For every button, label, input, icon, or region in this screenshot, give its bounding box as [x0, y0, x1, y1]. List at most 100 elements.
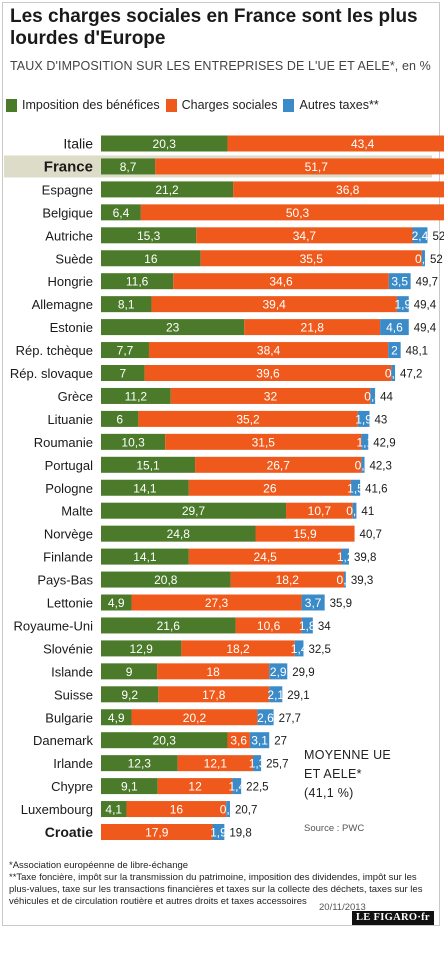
bar-profits-suisse [101, 686, 159, 703]
legend-label-social: Charges sociales [181, 98, 278, 112]
data-label-social-espagne: 36,8 [336, 183, 360, 197]
legend-swatch-other [283, 98, 295, 112]
bar-profits-rep-tcheque [101, 342, 149, 359]
bar-profits-pays-bas [101, 571, 231, 588]
category-label-finlande: Finlande [43, 550, 93, 565]
legend-item-social: Charges sociales [165, 98, 278, 112]
bar-other-islande [269, 663, 288, 680]
total-label-roumanie: 42,9 [373, 437, 395, 449]
bar-other-chypre [232, 778, 242, 795]
category-label-luxembourg: Luxembourg [21, 802, 93, 817]
bar-profits-luxembourg [101, 801, 127, 818]
bar-other-croatie [212, 824, 225, 840]
total-label-autriche: 52,4 [432, 231, 444, 243]
bar-other-bulgarie [257, 709, 274, 726]
total-label-norvege: 40,7 [360, 529, 382, 541]
category-label-autriche: Autriche [45, 228, 93, 243]
total-label-lituanie: 43 [375, 414, 388, 426]
bar-profits-lituanie [101, 410, 139, 427]
bar-profits-danemark [101, 732, 228, 749]
bar-social-rep-slovaque [144, 365, 392, 381]
data-label-profits-france: 8,7 [120, 160, 137, 174]
bar-profits-allemagne [101, 296, 152, 313]
bar-social-belgique [140, 204, 444, 221]
data-label-profits-grece: 11,2 [125, 389, 148, 403]
bar-other-allemagne [396, 296, 409, 313]
data-label-other-rep-tcheque: 2 [391, 344, 398, 358]
total-label-hongrie: 49,7 [416, 277, 438, 289]
data-label-other-pologne: 1,5 [347, 481, 364, 495]
bar-other-rep-slovaque [391, 365, 396, 381]
data-label-social-islande: 18 [206, 665, 220, 679]
data-label-social-pologne: 26 [263, 481, 277, 495]
total-label-rep-slovaque: 47,2 [400, 369, 422, 381]
data-label-other-croatie: 1,9 [210, 826, 227, 840]
bar-other-roumanie [361, 433, 369, 450]
data-label-social-croatie: 17,9 [145, 826, 169, 840]
bar-profits-bulgarie [101, 709, 132, 726]
data-label-social-danemark: 3,6 [230, 734, 247, 748]
data-label-social-allemagne: 39,4 [263, 298, 287, 312]
data-label-profits-bulgarie: 4,9 [108, 711, 125, 725]
bar-social-suisse [158, 686, 270, 703]
bar-profits-lettonie [101, 594, 132, 611]
bar-social-pays-bas [230, 571, 344, 588]
bar-other-suede [421, 250, 425, 267]
chart-subtitle: TAUX D'IMPOSITION SUR LES ENTREPRISES DE… [10, 59, 431, 73]
data-label-social-slovenie: 18,2 [226, 642, 250, 656]
data-label-social-luxembourg: 16 [170, 803, 184, 817]
bar-profits-estonie [101, 319, 245, 336]
data-label-other-finlande: 1,2 [337, 550, 354, 564]
category-label-france: France [44, 158, 93, 175]
bar-profits-finlande [101, 548, 189, 565]
bar-social-finlande [188, 548, 342, 565]
category-label-allemagne: Allemagne [32, 297, 93, 312]
category-label-belgique: Belgique [42, 205, 93, 220]
data-label-social-estonie: 21,8 [301, 321, 325, 335]
bar-social-grece [170, 387, 371, 404]
bar-social-france [155, 158, 444, 175]
data-label-profits-rep-slovaque: 7 [119, 367, 126, 381]
footnote-other-taxes: **Taxe foncière, impôt sur la transmissi… [9, 872, 423, 907]
bar-social-espagne [233, 181, 444, 198]
total-label-croatie: 19,8 [229, 828, 251, 840]
data-label-profits-hongrie: 11,6 [126, 275, 149, 289]
category-label-norvege: Norvège [44, 527, 93, 542]
bar-social-suede [200, 250, 422, 267]
data-label-social-royaume-uni: 10,6 [257, 619, 281, 633]
bar-social-danemark [227, 732, 250, 749]
data-label-profits-chypre: 9,1 [121, 780, 138, 794]
bar-social-croatie [101, 824, 213, 840]
category-label-espagne: Espagne [42, 182, 93, 197]
data-label-social-rep-slovaque: 39,6 [256, 367, 280, 381]
category-label-hongrie: Hongrie [47, 274, 93, 289]
legend-swatch-profits [6, 98, 17, 112]
data-label-other-rep-slovaque: 0,6 [385, 367, 402, 381]
footnote-efta: *Association européenne de libre-échange [9, 860, 189, 871]
data-label-profits-pologne: 14,1 [133, 481, 157, 495]
data-label-profits-espagne: 21,2 [155, 183, 179, 197]
bar-social-portugal [195, 456, 362, 473]
data-label-other-chypre: 1,4 [228, 780, 245, 794]
data-label-other-pays-bas: 0,3 [337, 573, 354, 587]
bar-profits-norvege [101, 525, 256, 542]
bar-social-rep-tcheque [148, 342, 389, 359]
bar-other-pays-bas [343, 571, 346, 588]
category-label-lituanie: Lituanie [47, 412, 93, 427]
bar-other-royaume-uni [301, 617, 313, 634]
bar-social-hongrie [173, 273, 389, 290]
category-label-danemark: Danemark [33, 733, 93, 748]
data-label-other-lettonie: 3,7 [305, 596, 322, 610]
bar-profits-suede [101, 250, 201, 267]
total-label-irlande: 25,7 [266, 759, 288, 771]
bar-social-allemagne [151, 296, 397, 313]
data-label-other-islande: 2,9 [270, 665, 287, 679]
category-label-italie: Italie [63, 136, 93, 152]
data-label-profits-rep-tcheque: 7,7 [117, 344, 134, 358]
data-label-other-luxembourg: 0,6 [220, 803, 237, 817]
bar-other-rep-tcheque [388, 342, 401, 359]
data-label-social-chypre: 12 [188, 780, 202, 794]
total-label-estonie: 49,4 [414, 323, 437, 335]
legend: Imposition des bénéfices Charges sociale… [6, 96, 385, 114]
data-label-social-roumanie: 31,5 [252, 435, 276, 449]
